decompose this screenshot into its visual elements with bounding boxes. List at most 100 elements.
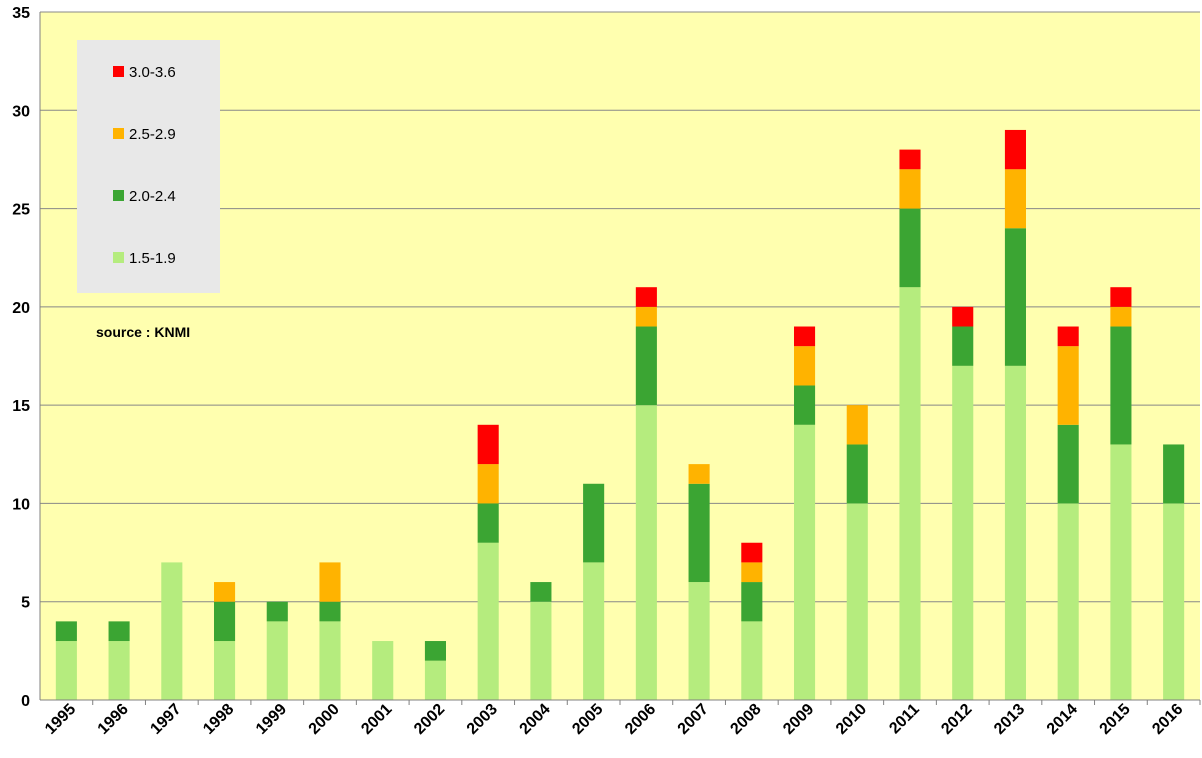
x-tick-label: 1996 (95, 701, 132, 738)
bar-segment-2012-2.0-2.4 (952, 326, 974, 366)
bar-segment-2003-3.0-3.6 (477, 424, 499, 465)
x-tick-label: 2016 (1149, 701, 1186, 738)
x-tick-label: 1997 (147, 701, 184, 738)
x-tick-label: 2014 (1044, 701, 1081, 738)
bar-segment-2005-2.0-2.4 (583, 483, 605, 563)
x-tick-label: 2002 (411, 701, 448, 738)
x-tick-label: 2011 (886, 701, 923, 738)
bar-segment-2001-1.5-1.9 (372, 641, 394, 700)
y-tick-label: 0 (21, 693, 30, 710)
bar-segment-2011-2.0-2.4 (899, 208, 921, 288)
bar-segment-2014-1.5-1.9 (1057, 503, 1079, 700)
bar-segment-2015-3.0-3.6 (1110, 287, 1132, 307)
bar-segment-2006-3.0-3.6 (635, 287, 657, 307)
bar-segment-2016-2.0-2.4 (1163, 444, 1185, 504)
legend-label: 3.0-3.6 (129, 64, 176, 81)
bar-segment-2006-1.5-1.9 (635, 405, 657, 700)
bar-segment-2007-1.5-1.9 (688, 582, 710, 700)
bar-segment-2006-2.5-2.9 (635, 306, 657, 327)
y-tick-label: 35 (12, 5, 30, 22)
bar-segment-2003-1.5-1.9 (477, 542, 499, 700)
x-tick-label: 2006 (622, 701, 659, 738)
bar-segment-2008-3.0-3.6 (741, 542, 763, 563)
bar-segment-2000-2.0-2.4 (319, 601, 341, 622)
bar-segment-2000-2.5-2.9 (319, 562, 341, 602)
bar-segment-2006-2.0-2.4 (635, 326, 657, 406)
x-tick-label: 1995 (42, 701, 79, 738)
x-tick-label: 2005 (569, 701, 606, 738)
bar-segment-2011-1.5-1.9 (899, 287, 921, 700)
bar-segment-2004-1.5-1.9 (530, 601, 552, 700)
x-tick-label: 2007 (675, 701, 712, 738)
bar-segment-2002-1.5-1.9 (424, 660, 446, 700)
x-tick-label: 2012 (938, 701, 975, 738)
x-tick-label: 2015 (1097, 701, 1134, 738)
bar-segment-2012-1.5-1.9 (952, 365, 974, 700)
y-tick-label: 20 (12, 300, 30, 317)
bar-segment-2000-1.5-1.9 (319, 621, 341, 700)
bar-segment-1995-1.5-1.9 (55, 641, 77, 700)
y-tick-labels: 0 5 10 15 20 25 30 35 (12, 5, 30, 710)
x-tick-label: 2013 (991, 701, 1028, 738)
legend-swatch-2.0-2.4 (113, 190, 124, 201)
bar-segment-2009-3.0-3.6 (794, 326, 816, 347)
bar-segment-1996-1.5-1.9 (108, 641, 130, 700)
bar-segment-2010-2.0-2.4 (846, 444, 868, 504)
bar-segment-1998-2.0-2.4 (214, 601, 236, 642)
bar-segment-1999-2.0-2.4 (266, 601, 288, 622)
bar-segment-2010-1.5-1.9 (846, 503, 868, 700)
bar-segment-2008-2.0-2.4 (741, 582, 763, 622)
x-tick-label: 1998 (200, 701, 237, 738)
bar-segment-2011-3.0-3.6 (899, 149, 921, 170)
bar-segment-2014-2.0-2.4 (1057, 424, 1079, 504)
legend-box (77, 40, 220, 293)
bar-segment-2008-2.5-2.9 (741, 562, 763, 583)
bar-segment-2003-2.0-2.4 (477, 503, 499, 543)
x-tick-label: 2003 (464, 701, 501, 738)
bar-segment-2009-1.5-1.9 (794, 424, 816, 700)
x-tick-label: 2004 (517, 701, 554, 738)
bar-segment-1997-1.5-1.9 (161, 562, 183, 700)
bar-segment-2013-1.5-1.9 (1004, 365, 1026, 700)
x-tick-labels: 1995 1996 1997 1998 1999 2000 2001 2002 2003 2004… (42, 700, 1201, 738)
legend-swatch-3.0-3.6 (113, 66, 124, 77)
bar-segment-2016-1.5-1.9 (1163, 503, 1185, 700)
legend-label: 2.5-2.9 (129, 126, 176, 143)
bar-segment-2005-1.5-1.9 (583, 562, 605, 700)
bar-segment-2009-2.0-2.4 (794, 385, 816, 425)
y-tick-label: 5 (21, 595, 30, 612)
bar-segment-2002-2.0-2.4 (424, 641, 446, 661)
bar-segment-2007-2.0-2.4 (688, 483, 710, 583)
bar-segment-2013-2.0-2.4 (1004, 228, 1026, 366)
bar-segment-1995-2.0-2.4 (55, 621, 77, 642)
legend-swatch-1.5-1.9 (113, 252, 124, 263)
bar-segment-2013-3.0-3.6 (1004, 129, 1026, 170)
bar-segment-2015-2.5-2.9 (1110, 306, 1132, 327)
bar-segment-2012-3.0-3.6 (952, 306, 974, 327)
x-tick-label: 1999 (253, 701, 290, 738)
y-tick-label: 30 (12, 103, 30, 120)
bar-segment-2015-1.5-1.9 (1110, 444, 1132, 700)
y-tick-label: 15 (12, 398, 30, 415)
bar-segment-2003-2.5-2.9 (477, 464, 499, 504)
bar-segment-2008-1.5-1.9 (741, 621, 763, 700)
legend: 3.0-3.6 2.5-2.9 2.0-2.4 1.5-1.9 (77, 40, 220, 293)
bar-segment-2013-2.5-2.9 (1004, 169, 1026, 229)
bar-segment-2011-2.5-2.9 (899, 169, 921, 209)
bar-segment-2010-2.5-2.9 (846, 405, 868, 445)
legend-swatch-2.5-2.9 (113, 128, 124, 139)
legend-label: 2.0-2.4 (129, 188, 176, 205)
y-tick-label: 25 (12, 202, 30, 219)
bar-segment-2007-2.5-2.9 (688, 464, 710, 484)
bar-segment-1998-1.5-1.9 (214, 641, 236, 700)
x-tick-label: 2009 (780, 701, 817, 738)
x-tick-label: 2001 (358, 701, 395, 738)
bar-segment-2014-2.5-2.9 (1057, 346, 1079, 425)
bar-segment-2009-2.5-2.9 (794, 346, 816, 386)
bar-segment-2004-2.0-2.4 (530, 582, 552, 602)
x-tick-label: 2000 (306, 701, 343, 738)
legend-label: 1.5-1.9 (129, 250, 176, 267)
bars (55, 129, 1185, 700)
x-tick-label: 2008 (727, 701, 764, 738)
